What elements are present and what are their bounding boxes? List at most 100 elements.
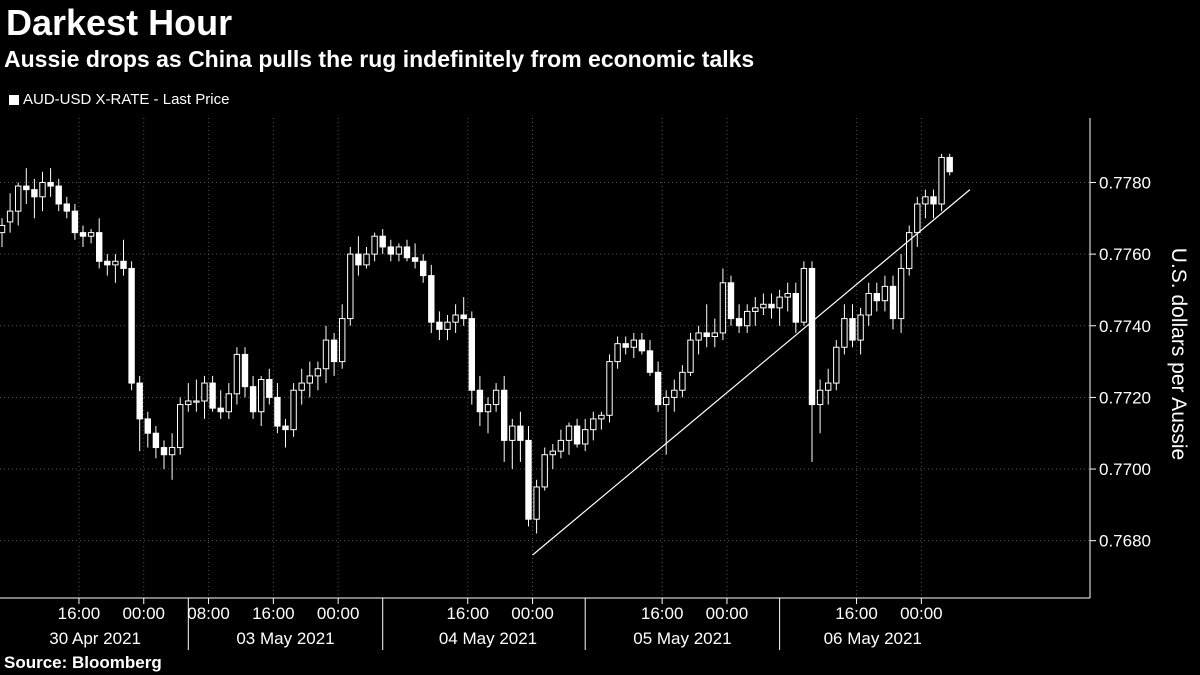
candle-body [201,382,208,402]
candle-body [582,429,589,445]
candle-body [306,375,314,384]
legend: AUD-USD X-RATE - Last Price [9,91,229,108]
candle [136,375,143,452]
candle [800,261,808,326]
candle [468,311,476,405]
candle-body [104,260,111,266]
candle [889,275,897,330]
candle [347,246,354,326]
candle-body [15,185,22,212]
candle [39,171,46,212]
candle-body [371,235,378,255]
candle [776,289,783,326]
candle-body [509,425,516,441]
candle [460,297,467,326]
candle [47,168,54,197]
candle-body [363,253,370,266]
candle [873,282,880,312]
candle-body [833,346,840,384]
candle [209,375,216,412]
candle [71,203,79,240]
candle [792,282,799,333]
x-tick-label: 00:00 [122,604,165,623]
y-axis-label: U.S. dollars per Aussie [1167,248,1190,460]
candle [387,239,395,262]
candle [314,361,322,391]
candle-body [573,425,581,445]
trendline [532,189,971,556]
candle [63,196,70,219]
candle-body [403,246,411,259]
candle [322,325,330,384]
candle [79,225,87,247]
candle [517,411,524,462]
candle [104,254,111,276]
candle-body [630,339,637,348]
candle-body [922,196,929,205]
candle [193,379,200,412]
candle [282,418,289,448]
candle [476,375,484,427]
candle-body [590,418,597,431]
candle [411,243,419,269]
candle [825,368,832,405]
x-tick-label: 00:00 [511,604,554,623]
candle-body [87,232,95,237]
candle-body [663,396,670,406]
candle [582,418,589,452]
candle [144,411,152,448]
candle [306,361,314,398]
candle [355,236,362,276]
candle-body [249,386,257,413]
candle-body [274,396,281,427]
candle-body [225,393,233,413]
candle-body [71,210,79,234]
candle-body [614,343,621,363]
day-label: 05 May 2021 [633,629,731,648]
x-tick-label: 00:00 [900,604,943,623]
candle [711,318,718,348]
candle-body [436,321,443,330]
candle [258,375,265,427]
candle [703,304,710,348]
candle [484,397,492,434]
candle [727,275,735,326]
candle-body [776,296,783,309]
candle [841,304,848,355]
candle-body [484,404,492,413]
candle-body [549,450,556,456]
candle-body [55,185,62,205]
legend-label: AUD-USD X-RATE - Last Price [23,91,230,108]
day-label: 06 May 2021 [824,629,922,648]
candle-body [39,181,46,198]
x-tick-label: 16:00 [446,604,489,623]
candle [646,340,654,376]
candle-body [703,332,710,338]
candle [225,383,233,419]
y-tick-label: 0.7680 [1099,532,1151,551]
candle [403,239,411,262]
day-label: 04 May 2021 [439,629,537,648]
x-tick-label: 08:00 [187,604,230,623]
candle-body [525,439,532,520]
y-tick-label: 0.7700 [1099,460,1151,479]
candle [630,332,637,358]
x-tick-labels: 16:00 00:00 08:00 16:00 00:00 16:00 00:00 16:00… [49,604,942,648]
candle-body [752,307,759,312]
candle [816,379,824,434]
candle [857,307,864,355]
candle-body [395,246,403,255]
axes [0,118,1096,650]
candle-body [322,339,330,370]
candle [444,315,451,341]
candle [897,254,905,333]
candle [266,368,273,405]
candle [249,375,257,419]
candle [31,178,38,219]
candles [0,153,953,534]
candle [541,447,548,491]
candle [752,297,759,326]
candle [881,275,889,312]
candle [420,254,427,283]
